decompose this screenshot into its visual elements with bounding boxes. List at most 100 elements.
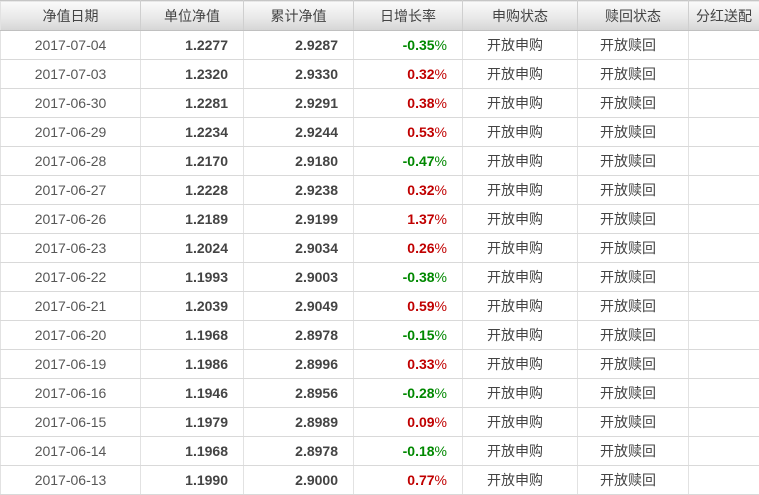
cell-cum-nav: 2.8996 bbox=[243, 349, 354, 379]
cell-date: 2017-06-27 bbox=[0, 175, 141, 205]
cell-redeem-status: 开放赎回 bbox=[577, 88, 689, 118]
table-row: 2017-06-13 1.1990 2.9000 0.77% 开放申购 开放赎回 bbox=[0, 465, 759, 495]
table-row: 2017-07-03 1.2320 2.9330 0.32% 开放申购 开放赎回 bbox=[0, 59, 759, 89]
table-row: 2017-06-15 1.1979 2.8989 0.09% 开放申购 开放赎回 bbox=[0, 407, 759, 437]
cell-redeem-status: 开放赎回 bbox=[577, 291, 689, 321]
table-body: 2017-07-04 1.2277 2.9287 -0.35% 开放申购 开放赎回 2017… bbox=[0, 30, 759, 495]
cell-date: 2017-06-29 bbox=[0, 117, 141, 147]
table-row: 2017-06-26 1.2189 2.9199 1.37% 开放申购 开放赎回 bbox=[0, 204, 759, 234]
cell-purchase-status: 开放申购 bbox=[462, 465, 578, 495]
cell-unit-nav: 1.2320 bbox=[140, 59, 244, 89]
cell-cum-nav: 2.9034 bbox=[243, 233, 354, 263]
cell-dividend bbox=[688, 88, 759, 118]
cell-dividend bbox=[688, 175, 759, 205]
cell-daily-growth: 0.53% bbox=[353, 117, 463, 147]
cell-unit-nav: 1.2039 bbox=[140, 291, 244, 321]
cell-unit-nav: 1.1979 bbox=[140, 407, 244, 437]
growth-value: 0.53 bbox=[407, 124, 435, 140]
table-row: 2017-06-23 1.2024 2.9034 0.26% 开放申购 开放赎回 bbox=[0, 233, 759, 263]
column-header-date: 净值日期 bbox=[0, 0, 141, 31]
header-row: 净值日期 单位净值 累计净值 日增长率 申购状态 赎回状态 分红送配 bbox=[0, 0, 759, 31]
cell-cum-nav: 2.9287 bbox=[243, 30, 354, 60]
cell-daily-growth: 1.37% bbox=[353, 204, 463, 234]
percent-sign: % bbox=[434, 182, 447, 198]
cell-date: 2017-06-22 bbox=[0, 262, 141, 292]
cell-cum-nav: 2.8956 bbox=[243, 378, 354, 408]
percent-sign: % bbox=[434, 66, 447, 82]
cell-daily-growth: 0.09% bbox=[353, 407, 463, 437]
growth-value: 0.26 bbox=[407, 240, 435, 256]
cell-unit-nav: 1.2024 bbox=[140, 233, 244, 263]
cell-date: 2017-06-23 bbox=[0, 233, 141, 263]
column-header-purchase-status: 申购状态 bbox=[462, 0, 578, 31]
growth-value: -0.15 bbox=[402, 327, 435, 343]
cell-dividend bbox=[688, 320, 759, 350]
cell-dividend bbox=[688, 146, 759, 176]
cell-dividend bbox=[688, 117, 759, 147]
cell-redeem-status: 开放赎回 bbox=[577, 262, 689, 292]
cell-unit-nav: 1.2281 bbox=[140, 88, 244, 118]
cell-purchase-status: 开放申购 bbox=[462, 117, 578, 147]
growth-value: 1.37 bbox=[407, 211, 435, 227]
cell-daily-growth: 0.32% bbox=[353, 59, 463, 89]
growth-value: 0.32 bbox=[407, 182, 435, 198]
growth-value: -0.18 bbox=[402, 443, 435, 459]
cell-cum-nav: 2.8989 bbox=[243, 407, 354, 437]
cell-daily-growth: -0.18% bbox=[353, 436, 463, 466]
cell-date: 2017-06-26 bbox=[0, 204, 141, 234]
cell-unit-nav: 1.1968 bbox=[140, 320, 244, 350]
cell-dividend bbox=[688, 378, 759, 408]
cell-daily-growth: 0.33% bbox=[353, 349, 463, 379]
cell-daily-growth: 0.38% bbox=[353, 88, 463, 118]
cell-cum-nav: 2.9180 bbox=[243, 146, 354, 176]
growth-value: 0.38 bbox=[407, 95, 435, 111]
cell-unit-nav: 1.1993 bbox=[140, 262, 244, 292]
cell-purchase-status: 开放申购 bbox=[462, 175, 578, 205]
cell-daily-growth: 0.59% bbox=[353, 291, 463, 321]
cell-unit-nav: 1.1968 bbox=[140, 436, 244, 466]
cell-purchase-status: 开放申购 bbox=[462, 59, 578, 89]
percent-sign: % bbox=[434, 472, 447, 488]
cell-cum-nav: 2.9330 bbox=[243, 59, 354, 89]
cell-unit-nav: 1.1946 bbox=[140, 378, 244, 408]
cell-daily-growth: -0.47% bbox=[353, 146, 463, 176]
cell-purchase-status: 开放申购 bbox=[462, 436, 578, 466]
cell-dividend bbox=[688, 465, 759, 495]
table-row: 2017-06-22 1.1993 2.9003 -0.38% 开放申购 开放赎回 bbox=[0, 262, 759, 292]
cell-cum-nav: 2.8978 bbox=[243, 436, 354, 466]
percent-sign: % bbox=[434, 385, 447, 401]
table-row: 2017-06-20 1.1968 2.8978 -0.15% 开放申购 开放赎回 bbox=[0, 320, 759, 350]
cell-date: 2017-06-15 bbox=[0, 407, 141, 437]
table-row: 2017-06-29 1.2234 2.9244 0.53% 开放申购 开放赎回 bbox=[0, 117, 759, 147]
cell-purchase-status: 开放申购 bbox=[462, 349, 578, 379]
cell-cum-nav: 2.9238 bbox=[243, 175, 354, 205]
cell-cum-nav: 2.9049 bbox=[243, 291, 354, 321]
cell-redeem-status: 开放赎回 bbox=[577, 117, 689, 147]
percent-sign: % bbox=[434, 240, 447, 256]
cell-purchase-status: 开放申购 bbox=[462, 320, 578, 350]
cell-daily-growth: -0.15% bbox=[353, 320, 463, 350]
cell-cum-nav: 2.9003 bbox=[243, 262, 354, 292]
cell-purchase-status: 开放申购 bbox=[462, 378, 578, 408]
cell-purchase-status: 开放申购 bbox=[462, 146, 578, 176]
cell-date: 2017-06-13 bbox=[0, 465, 141, 495]
growth-value: 0.59 bbox=[407, 298, 435, 314]
growth-value: 0.33 bbox=[407, 356, 435, 372]
cell-date: 2017-06-20 bbox=[0, 320, 141, 350]
cell-purchase-status: 开放申购 bbox=[462, 204, 578, 234]
cell-daily-growth: 0.26% bbox=[353, 233, 463, 263]
table-row: 2017-06-27 1.2228 2.9238 0.32% 开放申购 开放赎回 bbox=[0, 175, 759, 205]
cell-dividend bbox=[688, 59, 759, 89]
cell-redeem-status: 开放赎回 bbox=[577, 233, 689, 263]
table-row: 2017-06-16 1.1946 2.8956 -0.28% 开放申购 开放赎回 bbox=[0, 378, 759, 408]
cell-unit-nav: 1.1990 bbox=[140, 465, 244, 495]
percent-sign: % bbox=[434, 211, 447, 227]
cell-date: 2017-06-21 bbox=[0, 291, 141, 321]
column-header-daily-growth: 日增长率 bbox=[353, 0, 463, 31]
percent-sign: % bbox=[434, 443, 447, 459]
percent-sign: % bbox=[434, 153, 447, 169]
percent-sign: % bbox=[434, 327, 447, 343]
column-header-redeem-status: 赎回状态 bbox=[577, 0, 689, 31]
cell-cum-nav: 2.8978 bbox=[243, 320, 354, 350]
cell-redeem-status: 开放赎回 bbox=[577, 30, 689, 60]
